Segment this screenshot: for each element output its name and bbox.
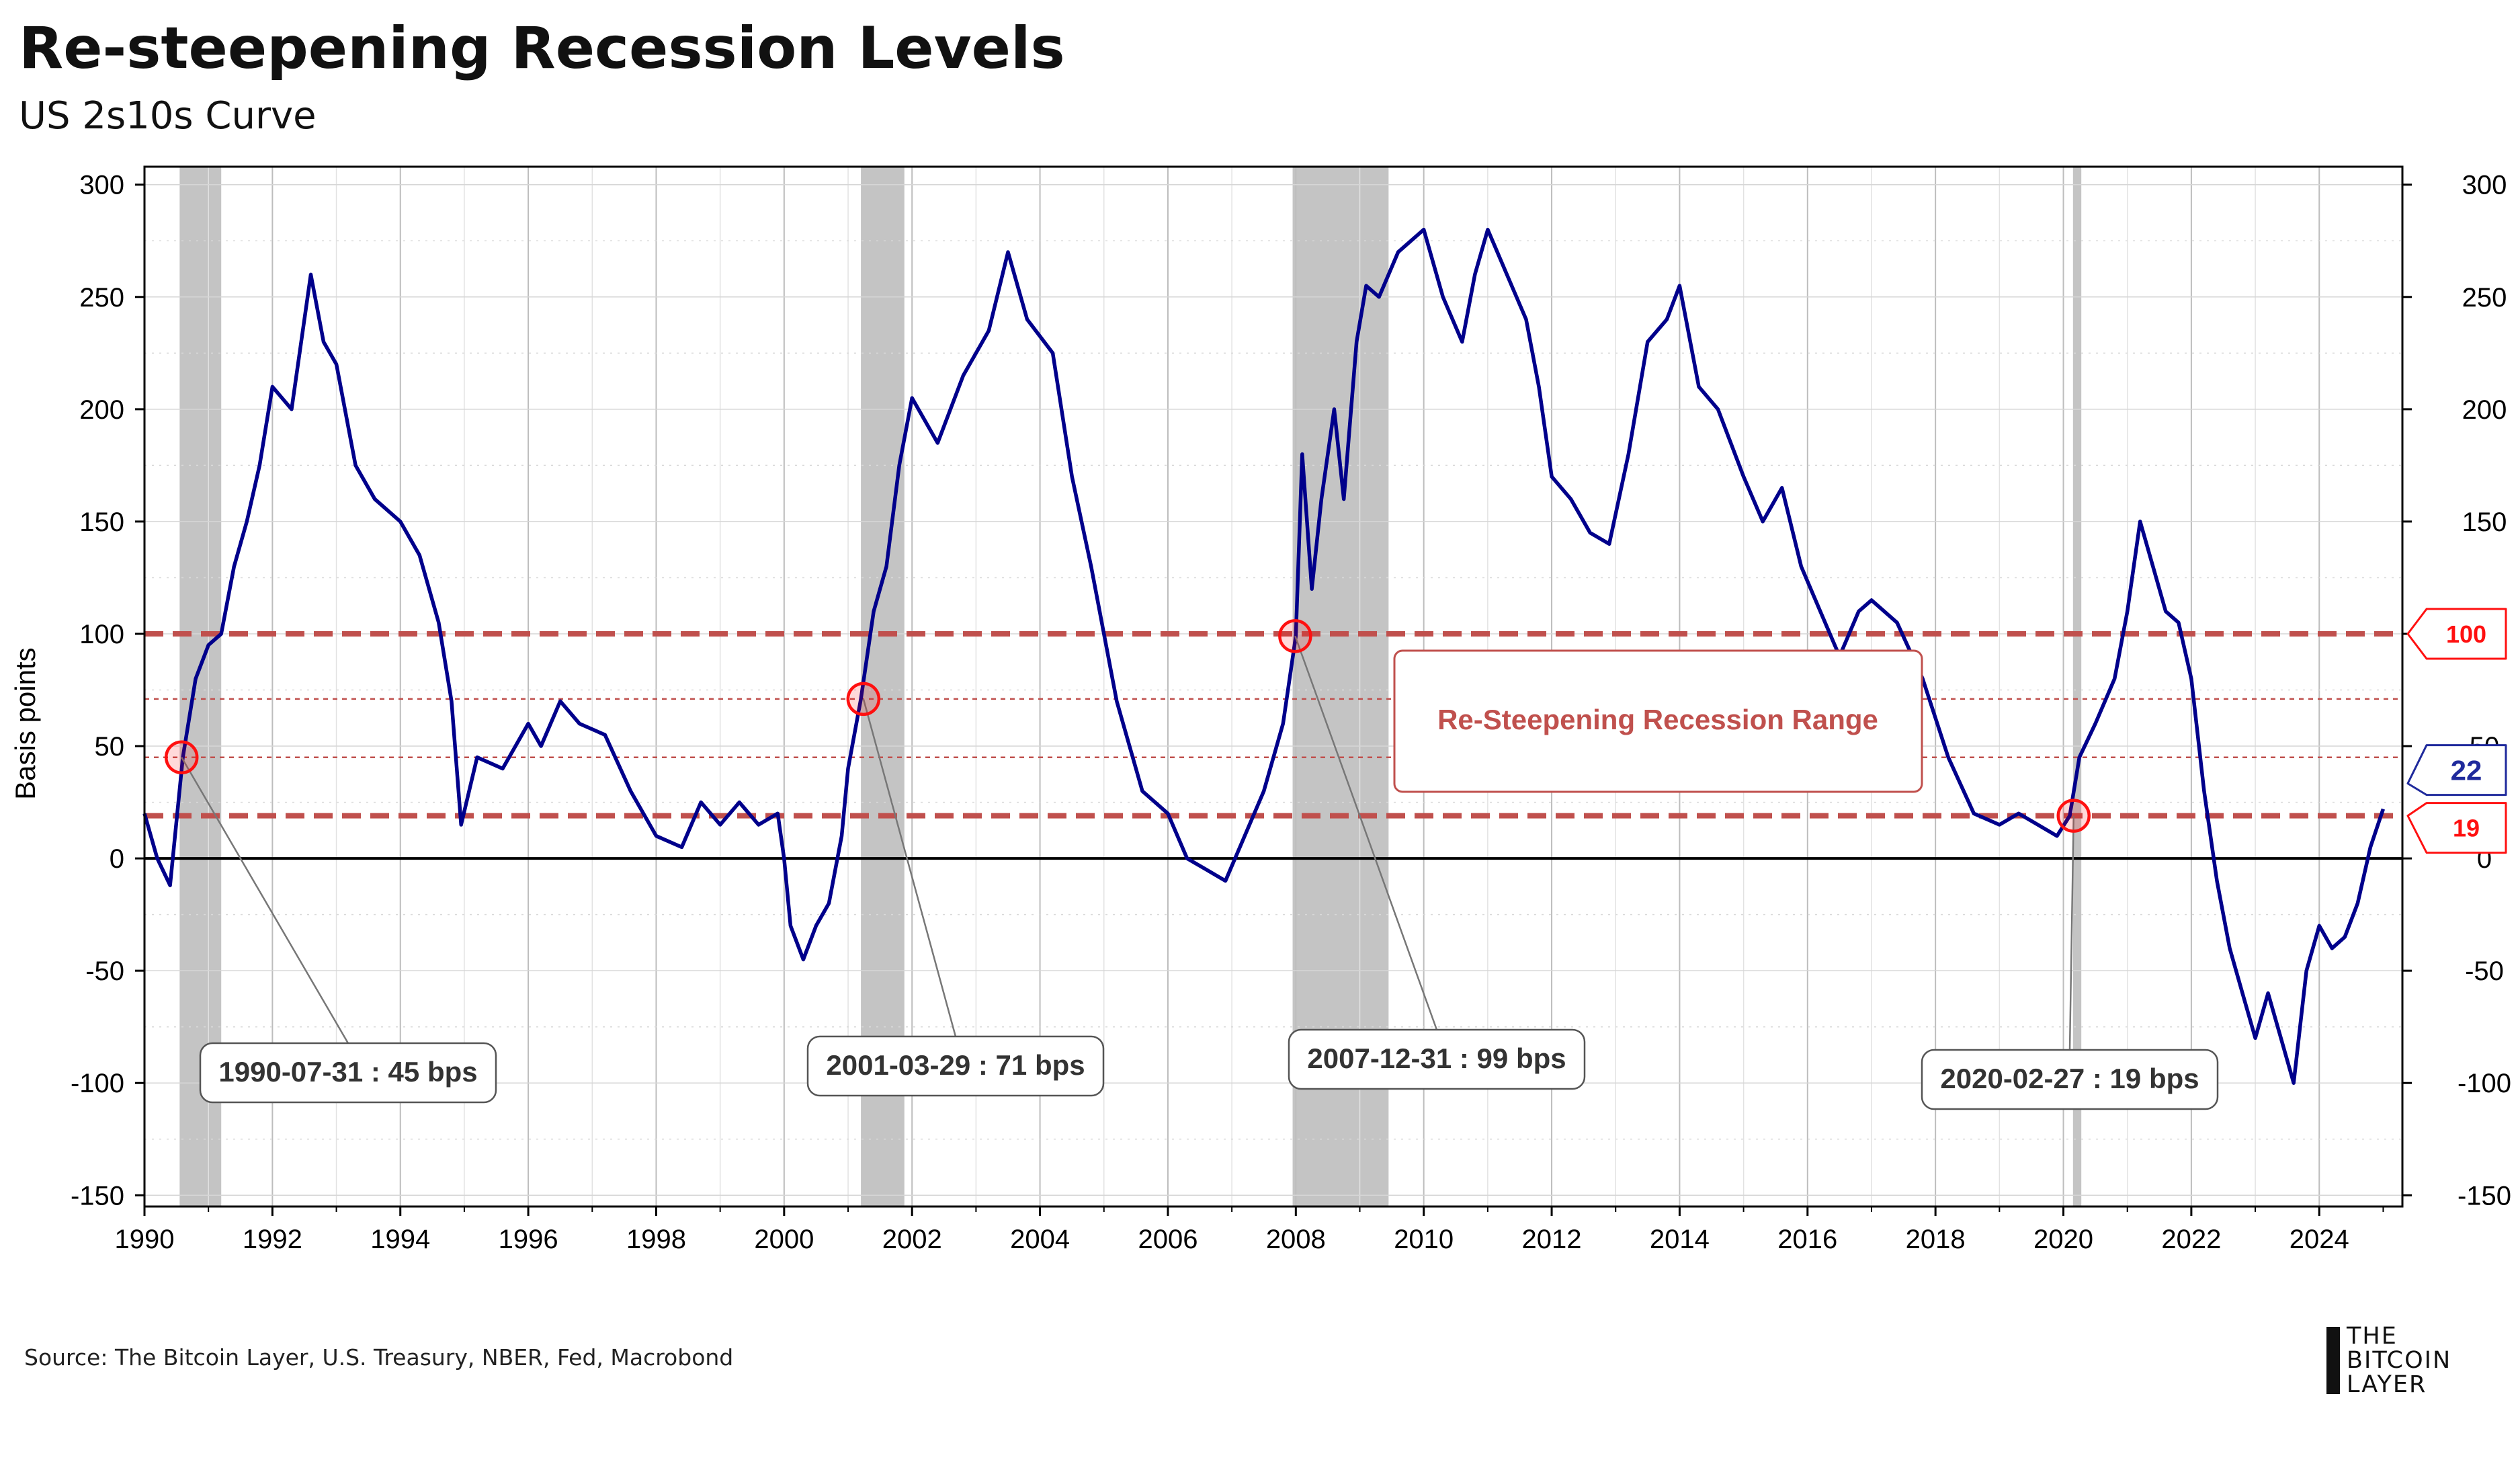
- annotation-label: 2020-02-27 : 19 bps: [1940, 1063, 2199, 1094]
- axis-labels: 1990 1992 1994 1996 1998 2000 2002 2004 2006 2008…: [9, 171, 2511, 1254]
- y-tick-label: -50: [85, 956, 124, 986]
- annotation-box: [806, 1035, 1105, 1097]
- annotation-box: [1921, 1049, 2219, 1110]
- x-tick-label: 2014: [1650, 1225, 1710, 1254]
- logo-text: THE BITCOIN LAYER: [2347, 1324, 2451, 1397]
- x-tick-label: 2000: [754, 1225, 814, 1254]
- y-right-tick-label: 300: [2462, 171, 2507, 200]
- y-tick-label: -150: [71, 1181, 124, 1211]
- annotation-leader-line: [181, 757, 349, 1044]
- annotation-marker: [164, 740, 199, 774]
- logo-line: LAYER: [2347, 1371, 2427, 1398]
- annotation-label: 2001-03-29 : 71 bps: [826, 1049, 1085, 1081]
- x-tick-label: 1996: [499, 1225, 558, 1254]
- last-value-tag: [2406, 744, 2507, 797]
- y-right-tick-label: 250: [2462, 283, 2507, 313]
- x-tick-label: 2010: [1394, 1225, 1454, 1254]
- y-right-tick-label: -100: [2458, 1069, 2511, 1098]
- recession-band: [2072, 167, 2082, 1207]
- annotation-box: [199, 1042, 497, 1104]
- y-tick-label: 50: [95, 732, 125, 762]
- series-layer: [142, 227, 2386, 1085]
- x-tick-label: 2002: [882, 1225, 942, 1254]
- y-right-tick-label: 150: [2462, 507, 2507, 537]
- y-right-tick-label: -150: [2458, 1181, 2511, 1211]
- annotation-label: 1990-07-31 : 45 bps: [218, 1056, 477, 1088]
- x-tick-label: 1998: [626, 1225, 686, 1254]
- y-tick-label: 250: [79, 283, 124, 313]
- annotation-label: 2007-12-31 : 99 bps: [1307, 1043, 1566, 1074]
- reference-value-label: 100: [2446, 620, 2486, 648]
- chart-subtitle: US 2s10s Curve: [19, 94, 317, 138]
- recession-band: [179, 167, 222, 1207]
- range-label-box: [1393, 649, 1923, 793]
- y-axis-title: Basis points: [9, 647, 41, 799]
- logo-bar: [2326, 1327, 2340, 1394]
- annotation-leader-line: [2068, 815, 2075, 1051]
- logo-line: BITCOIN: [2347, 1347, 2452, 1374]
- annotation-leader-line: [862, 698, 957, 1037]
- annotation-leader-line: [1294, 635, 1438, 1030]
- chart-title: Re-steepening Recession Levels: [19, 15, 1065, 82]
- recession-band: [861, 167, 905, 1207]
- x-tick-label: 2008: [1266, 1225, 1326, 1254]
- y-right-tick-label: 200: [2462, 395, 2507, 425]
- y-tick-label: 200: [79, 395, 124, 425]
- reference-value-tag: [2406, 802, 2507, 854]
- y-tick-label: 300: [79, 171, 124, 200]
- x-tick-label: 2016: [1777, 1225, 1837, 1254]
- x-tick-label: 2022: [2161, 1225, 2221, 1254]
- last-value-label: 22: [2451, 755, 2482, 786]
- x-tick-label: 1990: [115, 1225, 175, 1254]
- y-tick-label: 150: [79, 507, 124, 537]
- reference-value-label: 19: [2453, 815, 2480, 842]
- annotation-marker: [1278, 619, 1312, 653]
- series-line: [142, 227, 2386, 1085]
- reference-value-tag: [2406, 608, 2507, 660]
- logo-line: THE: [2347, 1323, 2398, 1350]
- x-tick-label: 2012: [1522, 1225, 1582, 1254]
- y-tick-label: -100: [71, 1069, 124, 1098]
- x-tick-label: 2006: [1138, 1225, 1198, 1254]
- brand-logo: THE BITCOIN LAYER: [2326, 1324, 2501, 1398]
- x-tick-label: 1994: [370, 1225, 430, 1254]
- y-tick-label: 100: [79, 620, 124, 649]
- x-tick-label: 1992: [243, 1225, 302, 1254]
- annotation-marker: [846, 682, 881, 717]
- x-tick-label: 2024: [2290, 1225, 2349, 1254]
- annotation-box: [1288, 1028, 1586, 1090]
- annotations: Re-Steepening Recession Range 1990-07-31 …: [164, 619, 2219, 1110]
- y-right-tick-label: -50: [2465, 956, 2504, 986]
- x-tick-label: 2018: [1906, 1225, 1966, 1254]
- x-tick-label: 2004: [1010, 1225, 1070, 1254]
- y-tick-label: 0: [110, 844, 124, 874]
- plot-frame: [143, 165, 2404, 1208]
- x-tick-label: 2020: [2033, 1225, 2093, 1254]
- range-label: Re-Steepening Recession Range: [1437, 704, 1878, 735]
- annotation-marker: [2056, 799, 2091, 833]
- source-note: Source: The Bitcoin Layer, U.S. Treasury…: [24, 1344, 734, 1371]
